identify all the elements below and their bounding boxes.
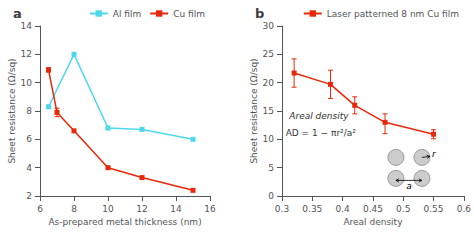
svg-text:0.5: 0.5 (396, 204, 410, 214)
svg-text:12: 12 (136, 204, 147, 214)
svg-text:0.3: 0.3 (275, 204, 289, 214)
svg-text:0.4: 0.4 (335, 204, 350, 214)
svg-text:10: 10 (263, 134, 275, 144)
svg-text:4: 4 (26, 163, 32, 173)
svg-text:Sheet resistance (Ω/sq): Sheet resistance (Ω/sq) (7, 58, 17, 163)
svg-text:12: 12 (21, 49, 32, 59)
svg-text:30: 30 (263, 21, 275, 31)
svg-text:10: 10 (102, 204, 114, 214)
svg-text:8: 8 (71, 204, 77, 214)
svg-text:0.35: 0.35 (302, 204, 322, 214)
svg-text:Cu film: Cu film (173, 9, 205, 19)
svg-text:Areal density: Areal density (343, 217, 403, 227)
svg-text:20: 20 (263, 78, 275, 88)
svg-text:14: 14 (170, 204, 182, 214)
svg-text:0.6: 0.6 (457, 204, 472, 214)
svg-text:8: 8 (26, 106, 32, 116)
svg-text:10: 10 (21, 78, 33, 88)
svg-text:b: b (255, 6, 264, 21)
svg-text:0.55: 0.55 (424, 204, 444, 214)
svg-text:a: a (406, 181, 412, 191)
svg-text:As-prepared metal thickness (n: As-prepared metal thickness (nm) (48, 217, 201, 227)
svg-text:Sheet resistance (Ω/sq): Sheet resistance (Ω/sq) (249, 58, 259, 163)
svg-text:r: r (432, 149, 437, 159)
svg-text:25: 25 (263, 49, 274, 59)
svg-text:2: 2 (26, 191, 32, 201)
svg-text:6: 6 (26, 134, 32, 144)
svg-text:Areal density: Areal density (288, 111, 349, 121)
svg-text:16: 16 (204, 204, 216, 214)
svg-text:a: a (13, 6, 22, 21)
svg-text:0.45: 0.45 (363, 204, 383, 214)
svg-text:6: 6 (37, 204, 43, 214)
svg-text:5: 5 (268, 163, 274, 173)
svg-text:15: 15 (263, 106, 274, 116)
svg-text:Al film: Al film (113, 9, 141, 19)
svg-text:Laser patterned 8 nm Cu film: Laser patterned 8 nm Cu film (327, 9, 459, 19)
svg-text:14: 14 (21, 21, 33, 31)
svg-text:AD = 1 − πr²/a²: AD = 1 − πr²/a² (286, 128, 357, 138)
svg-text:0: 0 (268, 191, 274, 201)
